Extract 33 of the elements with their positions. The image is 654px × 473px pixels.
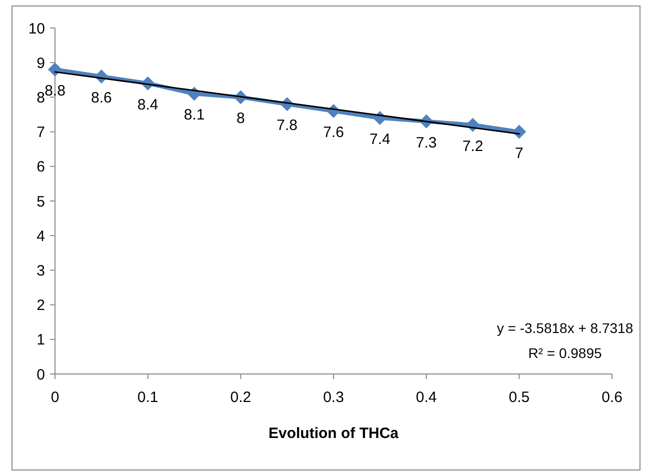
y-tick-label: 8 (36, 89, 45, 106)
x-tick-label: 0.3 (323, 389, 344, 406)
y-tick-label: 5 (36, 193, 45, 210)
data-label: 7 (514, 144, 524, 162)
x-tick-label: 0.1 (137, 389, 158, 406)
data-label: 7.6 (323, 124, 344, 142)
point (48, 62, 62, 77)
data-label: 8.8 (44, 82, 66, 100)
data-label: 7.2 (462, 138, 484, 155)
y-tick-label: 0 (36, 366, 45, 384)
x-axis-title: Evolution of THCa (268, 425, 400, 442)
y-tick-label: 6 (36, 158, 45, 176)
data-label: 8.4 (137, 96, 158, 114)
data-label: 7.8 (276, 117, 298, 134)
x-tick-label: 0 (50, 389, 60, 406)
x-tick-label: 0.4 (416, 389, 437, 406)
data-label: 8.1 (184, 106, 205, 124)
annotation: y = -3.5818x + 8.7318 (496, 320, 634, 336)
data-label: 7.4 (369, 130, 390, 148)
y-tick-label: 4 (36, 228, 45, 245)
x-tick-label: 0.6 (602, 389, 622, 406)
data-label: 7.3 (416, 134, 437, 152)
x-tick-label: 0.2 (230, 389, 252, 406)
y-tick-label: 10 (28, 20, 45, 38)
y-tick-label: 3 (36, 262, 45, 280)
y-tick-label: 2 (36, 297, 45, 314)
x-tick-label: 0.5 (508, 389, 530, 406)
data-label: 8 (236, 110, 245, 128)
data-label: 8.6 (90, 89, 112, 106)
y-tick-label: 1 (36, 332, 45, 349)
annotation: R² = 0.9895 (528, 345, 602, 361)
y-tick-label: 7 (36, 124, 45, 142)
y-tick-label: 9 (36, 54, 45, 72)
